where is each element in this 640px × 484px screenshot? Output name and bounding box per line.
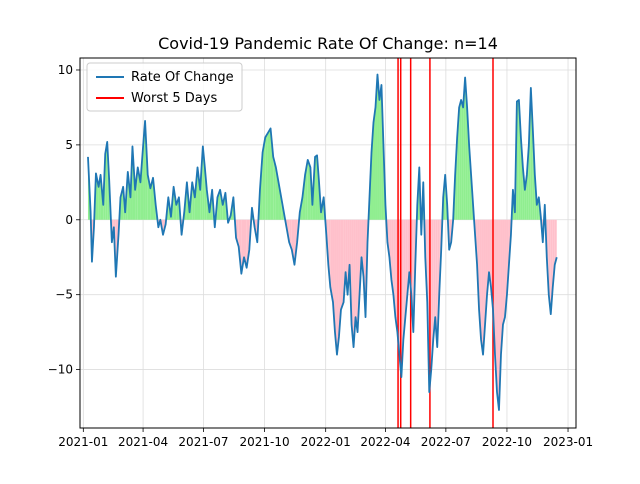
x-tick-label: 2021-10 (240, 435, 290, 449)
area-fills (88, 74, 557, 410)
x-tick-label: 2022-10 (482, 435, 532, 449)
positive-fill (268, 128, 271, 219)
x-tick-label: 2021-04 (118, 435, 168, 449)
x-tick-label: 2022-07 (421, 435, 471, 449)
x-tick-label: 2023-01 (543, 435, 593, 449)
y-tick-label: −5 (55, 288, 73, 302)
positive-fill (379, 85, 381, 220)
y-tick-label: −10 (48, 363, 73, 377)
positive-fill (459, 100, 461, 220)
x-tick-label: 2021-01 (58, 435, 108, 449)
positive-fill (265, 133, 268, 220)
negative-fill (356, 220, 358, 332)
y-tick-label: 0 (65, 213, 73, 227)
y-axis-ticks: 10 5 0 −5 −10 (48, 63, 80, 377)
x-tick-label: 2021-07 (178, 435, 228, 449)
legend-label-worst-days: Worst 5 Days (131, 91, 217, 106)
positive-fill (461, 100, 463, 220)
x-axis-ticks: 2021-01 2021-04 2021-07 2021-10 2022-01 2022-… (58, 428, 593, 449)
x-tick-label: 2022-01 (301, 435, 351, 449)
chart-title: Covid-19 Pandemic Rate Of Change: n=14 (158, 34, 498, 53)
legend-label-rate-of-change: Rate Of Change (131, 70, 234, 85)
y-tick-label: 10 (58, 63, 73, 77)
negative-fill (503, 220, 505, 325)
y-tick-label: 5 (65, 138, 73, 152)
legend: Rate Of Change Worst 5 Days (87, 63, 242, 111)
x-tick-label: 2022-04 (360, 435, 410, 449)
